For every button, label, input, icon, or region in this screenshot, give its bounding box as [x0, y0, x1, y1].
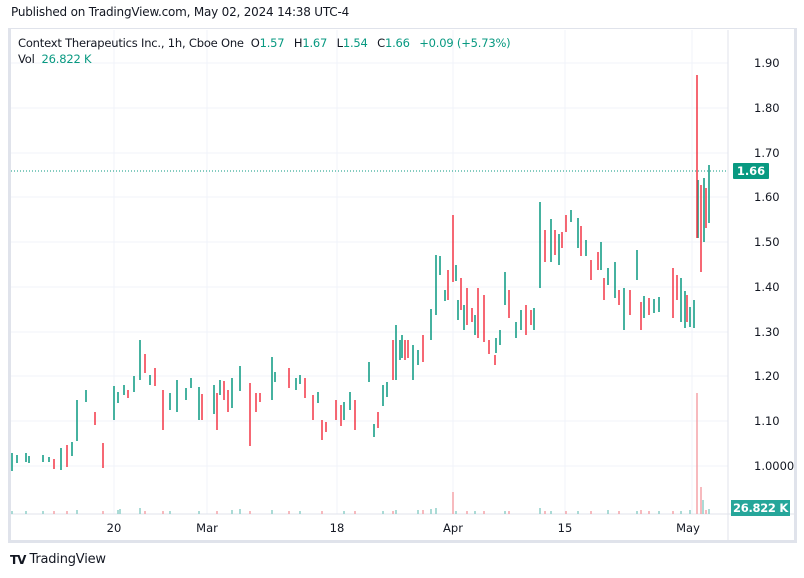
volume-value: 26.822 K	[41, 52, 92, 66]
price-tick: 1.50	[754, 235, 780, 249]
ohlc-bars	[11, 75, 710, 471]
chart-legend: Context Therapeutics Inc., 1h, Cboe One …	[18, 35, 511, 67]
symbol-title[interactable]: Context Therapeutics Inc., 1h, Cboe One	[18, 36, 244, 50]
last-price-badge: 1.66	[733, 163, 769, 179]
volume-badge: 26.822 K	[731, 500, 790, 516]
price-tick: 1.80	[754, 101, 780, 115]
time-tick: 18	[329, 521, 345, 535]
low-label: L	[336, 36, 343, 50]
high-value: 1.67	[302, 36, 328, 50]
legend-ohlc-row: Context Therapeutics Inc., 1h, Cboe One …	[18, 35, 511, 51]
price-change: +0.09 (+5.73%)	[419, 36, 511, 50]
time-tick: 15	[557, 521, 573, 535]
price-tick: 1.70	[754, 146, 780, 160]
volume-label[interactable]: Vol	[18, 52, 35, 66]
time-tick: 20	[106, 521, 122, 535]
price-tick: 1.60	[754, 190, 780, 204]
close-label: C	[377, 36, 385, 50]
price-tick: 1.10	[754, 414, 780, 428]
time-tick: Apr	[443, 521, 463, 535]
tradingview-brand[interactable]: TV TradingView	[10, 552, 106, 567]
grid	[11, 30, 728, 514]
price-tick: 1.0000	[754, 459, 795, 473]
published-caption: Published on TradingView.com, May 02, 20…	[11, 5, 350, 19]
chart-frame[interactable]	[8, 28, 797, 543]
volume-bars	[11, 393, 710, 514]
close-value: 1.66	[384, 36, 410, 50]
high-label: H	[293, 36, 303, 50]
time-tick: Mar	[196, 521, 218, 535]
low-value: 1.54	[342, 36, 368, 50]
tradingview-logo-icon: TV	[10, 552, 27, 567]
open-label: O	[250, 36, 260, 50]
price-tick: 1.40	[754, 280, 780, 294]
price-tick: 1.20	[754, 369, 780, 383]
open-value: 1.57	[259, 36, 285, 50]
legend-volume-row: Vol 26.822 K	[18, 51, 510, 67]
time-tick: May	[676, 521, 700, 535]
price-tick: 1.90	[754, 56, 780, 70]
brand-name: TradingView	[29, 552, 106, 567]
price-tick: 1.30	[754, 325, 780, 339]
